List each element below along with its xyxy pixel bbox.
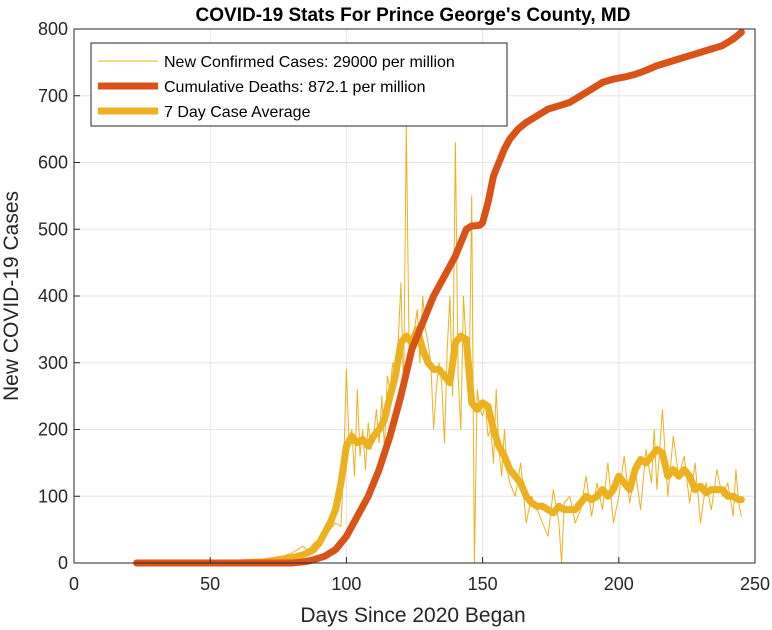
- legend-label-deaths: Cumulative Deaths: 872.1 per million: [164, 79, 425, 96]
- x-tick-label: 100: [331, 574, 361, 594]
- x-tick-label: 200: [604, 574, 634, 594]
- legend-label-new-cases: New Confirmed Cases: 29000 per million: [164, 54, 455, 71]
- x-axis-label: Days Since 2020 Began: [300, 604, 525, 627]
- y-tick-label: 800: [38, 19, 68, 39]
- series-new-cases-line: [136, 125, 742, 564]
- legend: New Confirmed Cases: 29000 per million C…: [90, 42, 508, 127]
- x-tick-label: 150: [468, 574, 498, 594]
- legend-label-average: 7 Day Case Average: [164, 104, 311, 121]
- y-tick-label: 200: [38, 420, 68, 440]
- plot-area: [133, 28, 745, 567]
- x-tick-label: 250: [740, 574, 770, 594]
- y-tick-label: 400: [38, 286, 68, 306]
- y-axis-label: New COVID-19 Cases: [0, 191, 23, 401]
- series-seven-day-average-line: [133, 325, 745, 567]
- x-tick-label: 50: [200, 574, 220, 594]
- x-tick-label: 0: [69, 574, 79, 594]
- y-tick-label: 300: [38, 353, 68, 373]
- axis-ticks: 0 50 100 150 200 250 0 100 200 300 400 500 600 700 800: [38, 19, 770, 594]
- y-tick-label: 600: [38, 153, 68, 173]
- y-tick-label: 0: [58, 553, 68, 573]
- series-cumulative-deaths-line: [133, 28, 745, 567]
- y-tick-label: 100: [38, 486, 68, 506]
- chart-title: COVID-19 Stats For Prince George's Count…: [196, 5, 631, 26]
- legend-box: [90, 42, 508, 127]
- y-tick-label: 700: [38, 86, 68, 106]
- y-tick-label: 500: [38, 219, 68, 239]
